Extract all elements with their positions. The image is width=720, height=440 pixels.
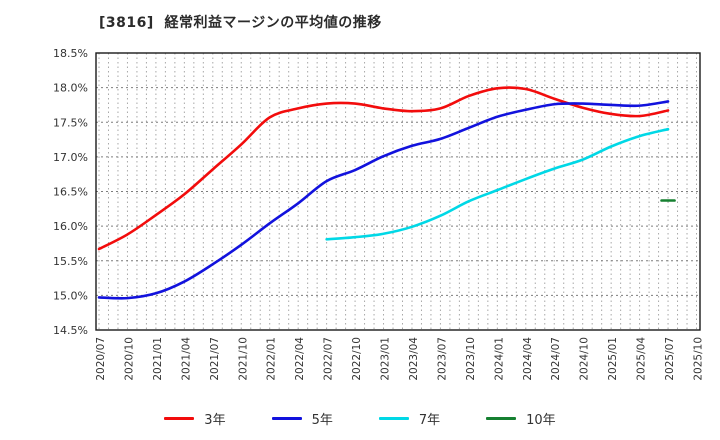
series-line-7年 (325, 127, 670, 241)
x-tick-label: 2021/07 (209, 337, 221, 381)
legend-item-10年: 10年 (486, 409, 556, 428)
line-chart-plot: 14.5% 15.0% 15.5% 16.0% 16.5% 17.0% 17.5% 18.0%… (53, 47, 705, 381)
x-tick-label: 2025/04 (636, 337, 648, 381)
x-tick-label: 2023/04 (408, 337, 420, 381)
y-tick-label: 16.0% (53, 220, 88, 233)
x-tick-label: 2022/04 (294, 337, 306, 381)
x-tick-label: 2024/01 (493, 337, 505, 381)
legend-label: 7年 (418, 412, 441, 428)
legend-label: 10年 (526, 412, 556, 428)
x-tick-label: 2021/01 (152, 337, 164, 381)
y-tick-label: 18.5% (53, 47, 88, 60)
x-tick-label: 2022/10 (351, 337, 363, 381)
legend-swatch (271, 416, 302, 420)
y-tick-label: 15.5% (53, 255, 88, 268)
x-tick-label: 2020/07 (95, 337, 107, 381)
x-tick-label: 2024/04 (522, 337, 534, 381)
x-tick-label: 2023/01 (380, 337, 392, 381)
legend-swatch (378, 416, 409, 420)
legend-label: 5年 (311, 412, 333, 428)
x-tick-label: 2024/10 (579, 337, 591, 381)
series-line-3年 (97, 86, 670, 251)
x-tick-label: 2022/01 (266, 337, 278, 381)
legend-item-3年: 3年 (164, 409, 226, 428)
y-tick-label: 17.0% (53, 151, 88, 164)
legend-label: 3年 (204, 412, 226, 428)
x-tick-label: 2023/07 (436, 337, 448, 381)
x-tick-label: 2021/04 (180, 337, 192, 381)
legend-swatch (486, 416, 517, 420)
chart-title: [3816] 経常利益マージンの平均値の推移 (99, 15, 382, 31)
x-tick-label: 2023/10 (465, 337, 477, 381)
legend-swatch (164, 416, 195, 420)
y-tick-label: 17.5% (53, 116, 88, 129)
chart-legend: 3年 5年 7年 10年 (0, 403, 720, 433)
x-tick-label: 2025/07 (664, 337, 676, 381)
legend-item-7年: 7年 (378, 409, 441, 428)
y-tick-label: 18.0% (53, 82, 88, 95)
x-tick-label: 2020/10 (123, 337, 135, 381)
x-tick-label: 2022/07 (323, 337, 335, 381)
x-tick-label: 2025/10 (693, 337, 705, 381)
legend-item-5年: 5年 (271, 409, 333, 428)
x-tick-label: 2024/07 (550, 337, 562, 381)
x-tick-label: 2021/10 (237, 337, 249, 381)
plot-border (95, 52, 701, 331)
x-tick-label: 2025/01 (607, 337, 619, 381)
y-tick-label: 14.5% (53, 324, 88, 337)
y-tick-label: 16.5% (53, 186, 88, 199)
y-tick-label: 15.0% (53, 289, 88, 302)
series-line-5年 (97, 100, 670, 300)
